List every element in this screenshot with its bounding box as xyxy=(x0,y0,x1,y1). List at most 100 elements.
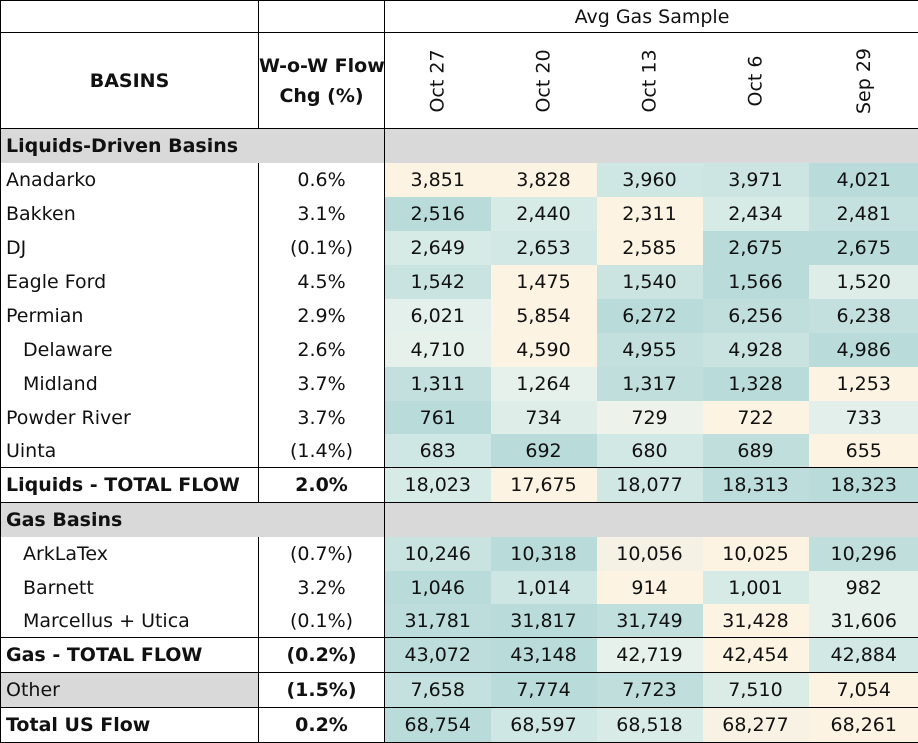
table-row: Permian 2.9% 6,021 5,854 6,272 6,256 6,2… xyxy=(1,299,918,333)
avg-gas-sample-title: Avg Gas Sample xyxy=(385,1,918,33)
value-cell: 31,606 xyxy=(809,604,918,638)
total-change: 2.0% xyxy=(259,468,385,503)
header-blank-wow xyxy=(259,1,385,33)
wow-change: 4.5% xyxy=(259,265,385,299)
value-cell: 7,510 xyxy=(703,673,809,708)
wow-change: 3.7% xyxy=(259,401,385,434)
basins-header: BASINS xyxy=(1,33,259,129)
value-cell: 2,649 xyxy=(385,231,491,265)
wow-change: 3.7% xyxy=(259,367,385,401)
total-label: Gas - TOTAL FLOW xyxy=(1,638,259,673)
value-cell: 4,986 xyxy=(809,333,918,367)
value-cell: 5,854 xyxy=(491,299,597,333)
value-cell: 2,311 xyxy=(597,197,703,231)
wow-change: (0.1%) xyxy=(259,231,385,265)
wow-change: (1.4%) xyxy=(259,434,385,468)
value-cell: 3,971 xyxy=(703,163,809,197)
date-label: Oct 20 xyxy=(532,49,554,112)
table-row: DJ (0.1%) 2,649 2,653 2,585 2,675 2,675 xyxy=(1,231,918,265)
value-cell: 1,046 xyxy=(385,571,491,604)
value-cell: 4,710 xyxy=(385,333,491,367)
date-label: Oct 6 xyxy=(744,55,766,106)
value-cell: 655 xyxy=(809,434,918,468)
wow-change: 2.6% xyxy=(259,333,385,367)
value-cell: 31,817 xyxy=(491,604,597,638)
total-value: 68,518 xyxy=(597,708,703,743)
value-cell: 31,428 xyxy=(703,604,809,638)
total-change: (0.2%) xyxy=(259,638,385,673)
basin-name: Anadarko xyxy=(1,163,259,197)
total-value: 18,023 xyxy=(385,468,491,503)
total-value: 18,313 xyxy=(703,468,809,503)
total-value: 68,754 xyxy=(385,708,491,743)
total-value: 18,323 xyxy=(809,468,918,503)
value-cell: 6,238 xyxy=(809,299,918,333)
value-cell: 1,253 xyxy=(809,367,918,401)
date-header-2: Oct 20 xyxy=(491,33,597,129)
value-cell: 2,675 xyxy=(703,231,809,265)
wow-change: (1.5%) xyxy=(259,673,385,708)
value-cell: 1,540 xyxy=(597,265,703,299)
value-cell: 1,542 xyxy=(385,265,491,299)
value-cell: 31,781 xyxy=(385,604,491,638)
table-row: Marcellus + Utica (0.1%) 31,781 31,817 3… xyxy=(1,604,918,638)
wow-flow-header-line1: W-o-W Flow xyxy=(259,51,384,81)
date-header-4: Oct 6 xyxy=(703,33,809,129)
value-cell: 683 xyxy=(385,434,491,468)
value-cell: 7,774 xyxy=(491,673,597,708)
value-cell: 2,653 xyxy=(491,231,597,265)
value-cell: 10,025 xyxy=(703,537,809,571)
total-label: Liquids - TOTAL FLOW xyxy=(1,468,259,503)
header-blank-basins xyxy=(1,1,259,33)
date-header-5: Sep 29 xyxy=(809,33,918,129)
basin-name: Eagle Ford xyxy=(1,265,259,299)
value-cell: 4,928 xyxy=(703,333,809,367)
value-cell: 2,516 xyxy=(385,197,491,231)
table-row: ArkLaTex (0.7%) 10,246 10,318 10,056 10,… xyxy=(1,537,918,571)
basin-name: Marcellus + Utica xyxy=(1,604,259,638)
value-cell: 2,481 xyxy=(809,197,918,231)
basin-name: ArkLaTex xyxy=(1,537,259,571)
section-row-gas: Gas Basins xyxy=(1,503,918,538)
wow-change: 3.2% xyxy=(259,571,385,604)
table-row: Anadarko 0.6% 3,851 3,828 3,960 3,971 4,… xyxy=(1,163,918,197)
date-header-3: Oct 13 xyxy=(597,33,703,129)
value-cell: 1,014 xyxy=(491,571,597,604)
value-cell: 2,434 xyxy=(703,197,809,231)
value-cell: 10,318 xyxy=(491,537,597,571)
table-row: Powder River 3.7% 761 734 729 722 733 xyxy=(1,401,918,434)
value-cell: 10,246 xyxy=(385,537,491,571)
total-row-gas: Gas - TOTAL FLOW (0.2%) 43,072 43,148 42… xyxy=(1,638,918,673)
value-cell: 1,001 xyxy=(703,571,809,604)
value-cell: 4,590 xyxy=(491,333,597,367)
table-row: Uinta (1.4%) 683 692 680 689 655 xyxy=(1,434,918,468)
basin-name: Delaware xyxy=(1,333,259,367)
section-title-liquids: Liquids-Driven Basins xyxy=(1,129,385,164)
section-row-liquids: Liquids-Driven Basins xyxy=(1,129,918,164)
wow-change: 2.9% xyxy=(259,299,385,333)
total-value: 68,277 xyxy=(703,708,809,743)
total-value: 18,077 xyxy=(597,468,703,503)
basin-name: Other xyxy=(1,673,259,708)
date-label: Sep 29 xyxy=(853,47,875,113)
value-cell: 1,520 xyxy=(809,265,918,299)
value-cell: 4,955 xyxy=(597,333,703,367)
header-row-columns: BASINS W-o-W Flow Chg (%) Oct 27 Oct 20 … xyxy=(1,33,918,129)
value-cell: 2,585 xyxy=(597,231,703,265)
value-cell: 10,056 xyxy=(597,537,703,571)
value-cell: 729 xyxy=(597,401,703,434)
total-value: 42,454 xyxy=(703,638,809,673)
section-fill-gas xyxy=(385,503,918,538)
table-row: Eagle Ford 4.5% 1,542 1,475 1,540 1,566 … xyxy=(1,265,918,299)
table-row: Barnett 3.2% 1,046 1,014 914 1,001 982 xyxy=(1,571,918,604)
basin-name: Uinta xyxy=(1,434,259,468)
basin-name: Powder River xyxy=(1,401,259,434)
value-cell: 1,311 xyxy=(385,367,491,401)
value-cell: 982 xyxy=(809,571,918,604)
value-cell: 31,749 xyxy=(597,604,703,638)
value-cell: 7,658 xyxy=(385,673,491,708)
value-cell: 3,851 xyxy=(385,163,491,197)
table-row: Delaware 2.6% 4,710 4,590 4,955 4,928 4,… xyxy=(1,333,918,367)
total-value: 17,675 xyxy=(491,468,597,503)
basin-name: Barnett xyxy=(1,571,259,604)
